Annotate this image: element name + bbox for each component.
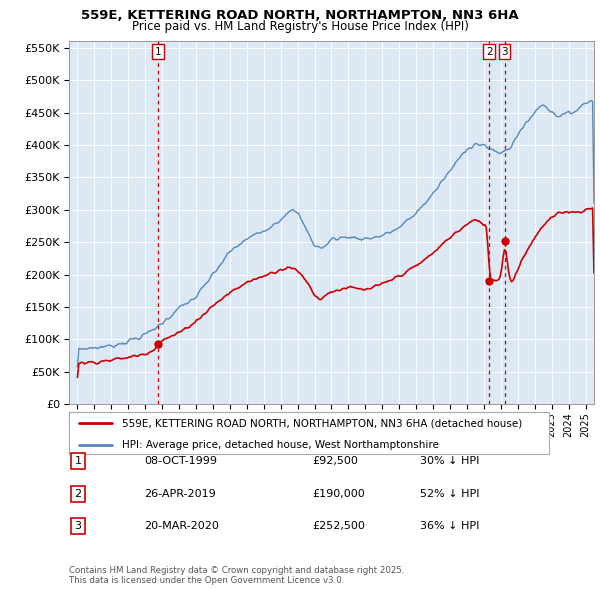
Text: 20-MAR-2020: 20-MAR-2020: [144, 522, 219, 531]
Text: £92,500: £92,500: [312, 457, 358, 466]
Text: £190,000: £190,000: [312, 489, 365, 499]
Text: 3: 3: [501, 47, 508, 57]
Text: 30% ↓ HPI: 30% ↓ HPI: [420, 457, 479, 466]
Text: 1: 1: [155, 47, 161, 57]
Text: HPI: Average price, detached house, West Northamptonshire: HPI: Average price, detached house, West…: [122, 440, 439, 450]
Text: Price paid vs. HM Land Registry's House Price Index (HPI): Price paid vs. HM Land Registry's House …: [131, 20, 469, 33]
Text: 1: 1: [74, 457, 82, 466]
Text: 3: 3: [74, 522, 82, 531]
Text: Contains HM Land Registry data © Crown copyright and database right 2025.
This d: Contains HM Land Registry data © Crown c…: [69, 566, 404, 585]
Text: 2: 2: [486, 47, 493, 57]
Text: 2: 2: [74, 489, 82, 499]
Text: 08-OCT-1999: 08-OCT-1999: [144, 457, 217, 466]
Text: 559E, KETTERING ROAD NORTH, NORTHAMPTON, NN3 6HA (detached house): 559E, KETTERING ROAD NORTH, NORTHAMPTON,…: [122, 418, 522, 428]
Text: 26-APR-2019: 26-APR-2019: [144, 489, 216, 499]
Text: £252,500: £252,500: [312, 522, 365, 531]
Text: 559E, KETTERING ROAD NORTH, NORTHAMPTON, NN3 6HA: 559E, KETTERING ROAD NORTH, NORTHAMPTON,…: [81, 9, 519, 22]
Text: 36% ↓ HPI: 36% ↓ HPI: [420, 522, 479, 531]
Text: 52% ↓ HPI: 52% ↓ HPI: [420, 489, 479, 499]
